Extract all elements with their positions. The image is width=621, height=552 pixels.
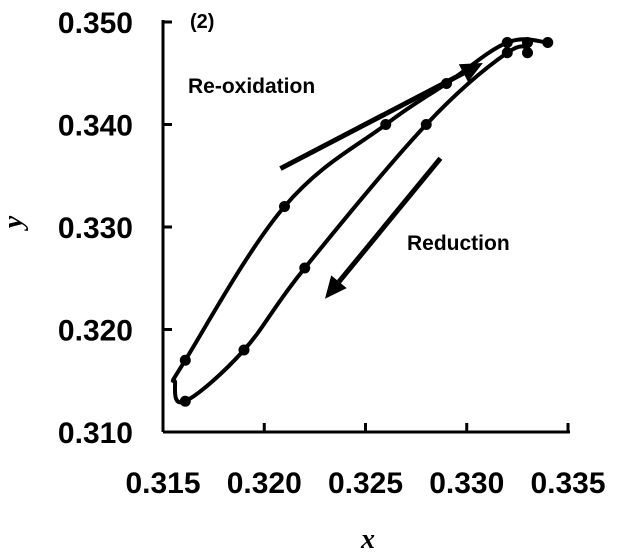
- x-ticks: 0.315 0.320 0.325 0.330 0.335: [125, 423, 606, 500]
- y-tick-label: 0.320: [58, 315, 133, 348]
- annotation-label: Reduction: [407, 232, 510, 255]
- x-tick-label: 0.320: [227, 467, 302, 500]
- data-point: [522, 47, 533, 59]
- y-tick-label: 0.310: [58, 417, 133, 450]
- data-point: [179, 354, 191, 366]
- annotation-arrow-head: [325, 275, 347, 299]
- annotation-label: Re-oxidation: [188, 75, 315, 98]
- x-tick-label: 0.335: [530, 467, 605, 500]
- y-tick-label: 0.350: [58, 7, 133, 40]
- data-point: [279, 201, 290, 212]
- x-tick-label: 0.315: [125, 467, 200, 500]
- data-point: [501, 37, 513, 48]
- data-point: [299, 262, 311, 274]
- data-point: [542, 37, 554, 48]
- data-point: [179, 395, 191, 407]
- annotation-arrow-shaft: [279, 70, 465, 171]
- y-axis-title: y: [0, 215, 29, 231]
- y-ticks: 0.310 0.320 0.330 0.340 0.350: [58, 7, 172, 450]
- x-tick-label: 0.330: [429, 467, 504, 500]
- y-tick-label: 0.340: [58, 110, 133, 143]
- series-layer: [170, 37, 554, 407]
- panel-label: (2): [190, 11, 214, 33]
- annotation-layer: Re-oxidation Reduction: [188, 63, 510, 299]
- data-point: [420, 119, 432, 130]
- x-axis-title: x: [360, 524, 375, 552]
- data-point: [238, 344, 250, 356]
- y-tick-label: 0.330: [58, 212, 133, 245]
- x-tick-label: 0.325: [328, 467, 403, 500]
- annotation-arrow-shaft: [337, 156, 443, 284]
- data-point: [522, 37, 533, 48]
- data-point: [380, 119, 392, 130]
- data-point: [501, 47, 513, 59]
- annotation-arrow-head: [458, 63, 483, 82]
